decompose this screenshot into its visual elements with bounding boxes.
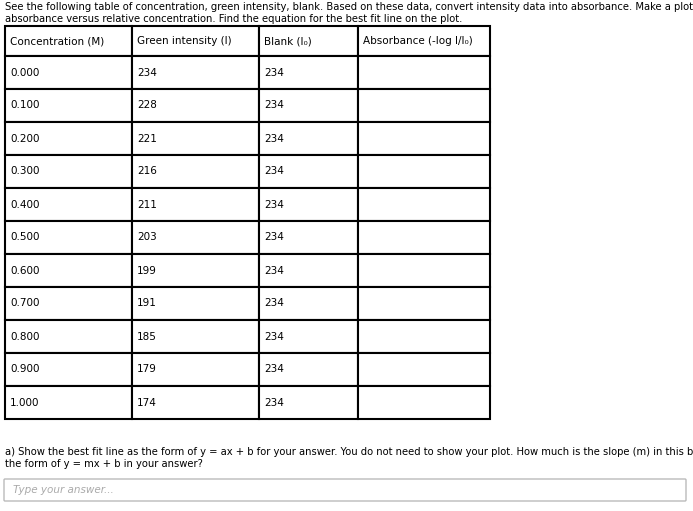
Text: 234: 234 <box>264 67 284 78</box>
Bar <box>259 26 358 56</box>
Text: 199: 199 <box>137 266 157 275</box>
Bar <box>132 320 259 353</box>
Bar <box>259 254 358 287</box>
Text: 234: 234 <box>264 199 284 210</box>
Text: 174: 174 <box>137 398 157 407</box>
Text: 0.800: 0.800 <box>10 332 40 341</box>
Bar <box>132 155 259 188</box>
Bar <box>259 320 358 353</box>
Text: 179: 179 <box>137 364 157 375</box>
Text: 221: 221 <box>137 133 157 144</box>
FancyBboxPatch shape <box>4 479 686 501</box>
Bar <box>358 353 490 386</box>
Text: Green intensity (I): Green intensity (I) <box>137 36 231 46</box>
Bar <box>358 320 490 353</box>
Text: 216: 216 <box>137 167 157 176</box>
Text: 234: 234 <box>264 167 284 176</box>
Text: See the following table of concentration, green intensity, blank. Based on these: See the following table of concentration… <box>5 2 693 25</box>
Bar <box>132 56 259 89</box>
Text: Blank (I₀): Blank (I₀) <box>264 36 312 46</box>
Bar <box>5 320 132 353</box>
Bar <box>259 122 358 155</box>
Bar <box>358 26 490 56</box>
Bar <box>5 56 132 89</box>
Bar <box>358 56 490 89</box>
Text: 234: 234 <box>264 364 284 375</box>
Bar <box>132 26 259 56</box>
Bar <box>5 386 132 419</box>
Bar <box>5 155 132 188</box>
Text: 185: 185 <box>137 332 157 341</box>
Text: Type your answer...: Type your answer... <box>13 485 114 495</box>
Bar <box>358 386 490 419</box>
Bar <box>5 254 132 287</box>
Bar <box>5 287 132 320</box>
Text: Concentration (M): Concentration (M) <box>10 36 104 46</box>
Bar <box>132 221 259 254</box>
Bar <box>132 353 259 386</box>
Bar <box>132 287 259 320</box>
Bar <box>259 386 358 419</box>
Text: 0.600: 0.600 <box>10 266 40 275</box>
Bar <box>259 155 358 188</box>
Text: 0.000: 0.000 <box>10 67 40 78</box>
Bar <box>132 188 259 221</box>
Text: 203: 203 <box>137 233 157 243</box>
Bar <box>5 353 132 386</box>
Bar <box>132 122 259 155</box>
Text: 234: 234 <box>264 133 284 144</box>
Text: Absorbance (-log I/I₀): Absorbance (-log I/I₀) <box>363 36 473 46</box>
Text: a) Show the best fit line as the form of y = ax + b for your answer. You do not : a) Show the best fit line as the form of… <box>5 447 693 470</box>
Text: 0.700: 0.700 <box>10 298 40 309</box>
Text: 0.400: 0.400 <box>10 199 40 210</box>
Text: 234: 234 <box>264 332 284 341</box>
Bar <box>358 155 490 188</box>
Bar <box>5 89 132 122</box>
Bar <box>259 56 358 89</box>
Text: 228: 228 <box>137 101 157 110</box>
Bar <box>358 254 490 287</box>
Bar <box>259 89 358 122</box>
Bar <box>259 221 358 254</box>
Text: 211: 211 <box>137 199 157 210</box>
Bar <box>132 386 259 419</box>
Text: 0.500: 0.500 <box>10 233 40 243</box>
Bar <box>5 221 132 254</box>
Bar <box>259 188 358 221</box>
Text: 234: 234 <box>137 67 157 78</box>
Bar <box>259 287 358 320</box>
Bar <box>132 89 259 122</box>
Bar <box>259 353 358 386</box>
Text: 0.900: 0.900 <box>10 364 40 375</box>
Text: 0.300: 0.300 <box>10 167 40 176</box>
Text: 0.200: 0.200 <box>10 133 40 144</box>
Bar <box>358 188 490 221</box>
Bar <box>5 122 132 155</box>
Text: 1.000: 1.000 <box>10 398 40 407</box>
Text: 191: 191 <box>137 298 157 309</box>
Bar <box>358 221 490 254</box>
Bar <box>358 122 490 155</box>
Text: 234: 234 <box>264 266 284 275</box>
Bar <box>5 26 132 56</box>
Text: 234: 234 <box>264 233 284 243</box>
Text: 0.100: 0.100 <box>10 101 40 110</box>
Bar <box>358 89 490 122</box>
Text: 234: 234 <box>264 298 284 309</box>
Bar <box>132 254 259 287</box>
Bar <box>358 287 490 320</box>
Text: 234: 234 <box>264 101 284 110</box>
Bar <box>5 188 132 221</box>
Text: 234: 234 <box>264 398 284 407</box>
